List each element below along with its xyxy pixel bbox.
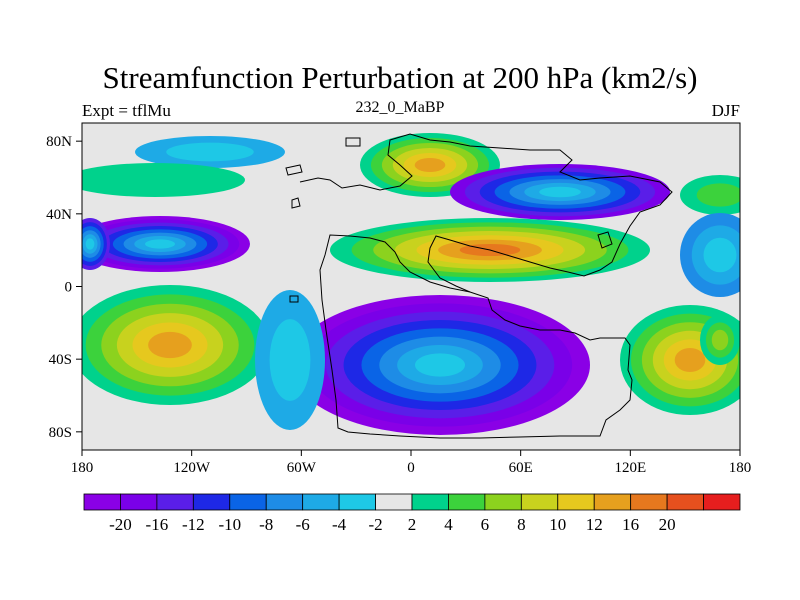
colorbar-swatch xyxy=(375,493,413,511)
coastlines xyxy=(285,133,673,439)
colorbar-label: -6 xyxy=(296,515,310,534)
colorbar-label: 16 xyxy=(622,515,639,534)
coastline-europe-africa xyxy=(319,234,633,439)
colorbar-swatch xyxy=(302,493,340,511)
lon-tick-label: 120E xyxy=(614,460,646,476)
lon-tick-label: 120W xyxy=(173,460,211,476)
lat-tick-label: 40S xyxy=(49,352,72,368)
colorbar-swatch xyxy=(484,493,522,511)
colorbar-label: -20 xyxy=(109,515,132,534)
colorbar-swatch xyxy=(156,493,194,511)
contour-band xyxy=(674,347,706,373)
lon-tick-label: 60W xyxy=(287,460,317,476)
colorbar-swatch xyxy=(265,493,304,511)
anomaly-blob xyxy=(680,213,740,297)
contour-band xyxy=(269,319,311,401)
contour-band xyxy=(711,329,729,351)
anomaly-blob xyxy=(450,164,670,220)
contour-band xyxy=(539,186,581,198)
colorbar-label: -8 xyxy=(259,515,273,534)
experiment-label: Expt = tflMu xyxy=(82,101,171,120)
coastline-islands xyxy=(285,137,613,303)
anomaly-blob xyxy=(82,216,250,272)
colorbar-swatch xyxy=(229,493,267,511)
colorbar-swatch xyxy=(83,493,121,511)
season-label: DJF xyxy=(711,101,740,120)
contour-band xyxy=(696,183,740,207)
colorbar-label: 2 xyxy=(408,515,417,534)
colorbar: -20 -16 -12 -10 -8 -6 -4 -2 2 4 6 8 10 12 16 20 xyxy=(83,493,741,534)
contour-band xyxy=(415,353,465,377)
colorbar-swatch xyxy=(630,493,668,511)
colorbar-swatch xyxy=(120,493,158,511)
colorbar-swatch xyxy=(448,493,486,511)
lon-tick-label: 60E xyxy=(509,460,533,476)
anomaly-blob xyxy=(135,136,285,168)
anomaly-blob xyxy=(290,295,590,435)
contour-band xyxy=(85,238,95,250)
lat-tick-label: 0 xyxy=(65,280,73,296)
colorbar-label: 10 xyxy=(549,515,566,534)
colorbar-label: 4 xyxy=(444,515,453,534)
anomaly-blob xyxy=(82,218,110,270)
colorbar-label: -16 xyxy=(146,515,169,534)
anomaly-blob xyxy=(82,163,245,197)
colorbar-label: 20 xyxy=(659,515,676,534)
colorbar-swatch xyxy=(557,493,595,511)
colorbar-swatch xyxy=(593,493,632,511)
lon-tick-label: 180 xyxy=(729,460,752,476)
anomaly-blob xyxy=(680,175,740,215)
colorbar-swatch xyxy=(666,493,704,511)
colorbar-label: -4 xyxy=(332,515,347,534)
axes: 180 120W 60W 0 60E 120E 180 80N 40N 0 40S 80S xyxy=(46,134,751,476)
contour-band xyxy=(82,163,245,197)
colorbar-swatch xyxy=(411,493,449,511)
contour-band xyxy=(145,239,175,249)
anomaly-blob xyxy=(255,290,325,430)
lat-tick-label: 80N xyxy=(46,134,72,150)
case-label: 232_0_MaBP xyxy=(355,99,445,116)
colorbar-label: 8 xyxy=(517,515,526,534)
streamfunction-field xyxy=(82,123,740,450)
plot-title: Streamfunction Perturbation at 200 hPa (… xyxy=(102,60,698,95)
lat-tick-label: 40N xyxy=(46,207,72,223)
contour-band xyxy=(166,142,254,162)
colorbar-swatch xyxy=(192,493,231,511)
contour-band xyxy=(148,331,192,359)
coastline-northern-land xyxy=(299,133,673,293)
lon-tick-label: 180 xyxy=(71,460,94,476)
colorbar-swatch xyxy=(338,493,376,511)
contour-band xyxy=(703,237,737,273)
colorbar-label: -2 xyxy=(368,515,382,534)
lon-tick-label: 0 xyxy=(407,460,415,476)
lat-tick-label: 80S xyxy=(49,425,72,441)
colorbar-swatch xyxy=(703,493,741,511)
colorbar-label: -12 xyxy=(182,515,205,534)
colorbar-label: -10 xyxy=(218,515,241,534)
anomaly-blob xyxy=(700,315,740,365)
anomaly-blob xyxy=(620,305,740,415)
contour-band xyxy=(414,158,446,172)
anomaly-blob xyxy=(82,285,270,405)
colorbar-swatch xyxy=(520,493,559,511)
colorbar-label: 6 xyxy=(481,515,490,534)
colorbar-label: 12 xyxy=(586,515,603,534)
